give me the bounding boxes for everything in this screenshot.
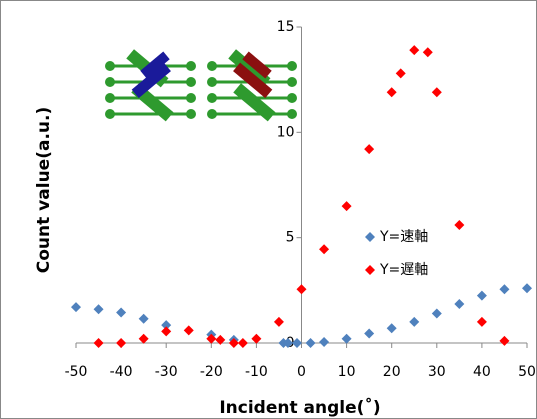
x-tick-label: 40 [473, 364, 491, 380]
chart: Incident angle(˚) Count value(a.u.) -50 -… [0, 0, 537, 419]
x-tick-label: 10 [338, 364, 356, 380]
x-tick-label: -20 [200, 364, 223, 380]
y-tick-label: 15 [277, 19, 295, 35]
x-tick-label: -10 [245, 364, 268, 380]
y-axis-label: Count value(a.u.) [34, 107, 54, 273]
x-tick-label: 20 [383, 364, 401, 380]
chart-border [1, 1, 537, 419]
x-tick-label: -30 [155, 364, 178, 380]
x-tick-label: 50 [518, 364, 536, 380]
x-tick-label: 0 [297, 364, 306, 380]
legend-label: Y=遅軸 [379, 262, 428, 278]
x-axis-label: Incident angle(˚) [219, 396, 380, 418]
legend-label: Y=速軸 [379, 229, 428, 245]
x-tick-label: 30 [428, 364, 446, 380]
x-tick-label: -50 [65, 364, 88, 380]
y-tick-label: 10 [277, 124, 295, 140]
y-tick-label: 5 [286, 230, 295, 246]
x-tick-label: -40 [110, 364, 133, 380]
